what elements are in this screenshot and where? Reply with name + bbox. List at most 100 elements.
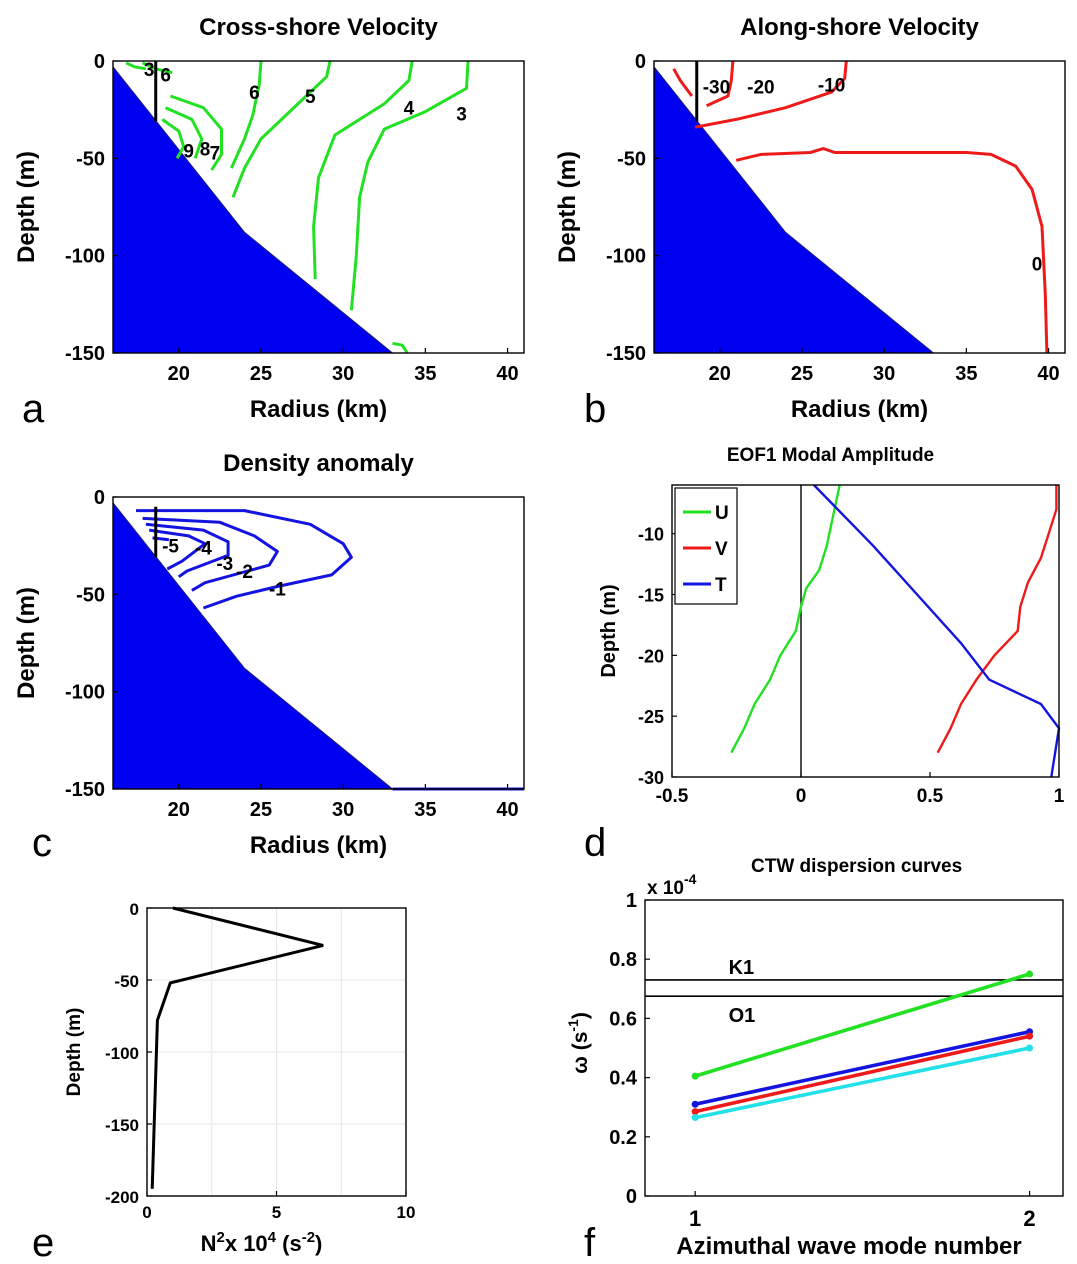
a-contour-line (164, 106, 204, 159)
a-xtick-label: 35 (414, 363, 436, 385)
c-contour-line (136, 509, 353, 610)
a-contour-label: 4 (404, 99, 415, 120)
c-xtick-label: 35 (414, 799, 436, 821)
panel-letter-c: c (32, 821, 52, 865)
d-ytick-label: -20 (638, 646, 664, 666)
d-series-U-line (730, 484, 841, 754)
a-contour-line (392, 341, 409, 354)
e-ytick-label: -150 (105, 1116, 139, 1135)
b-ytick-label: -150 (606, 343, 646, 365)
d-xtick-label: -0.5 (656, 786, 689, 807)
e-xlabel-part: 2 (217, 1229, 225, 1246)
b-contour-label: 0 (1032, 254, 1043, 275)
a-ytick-label: -150 (65, 343, 105, 365)
c-ylabel: Depth (m) (13, 587, 40, 699)
f-ylabel-part: ) (569, 1012, 592, 1019)
b-xtick-label: 20 (709, 363, 731, 385)
panel-letter-d: d (584, 821, 606, 865)
c-ytick-label: -150 (65, 779, 105, 801)
e-xlabel-part: -2 (302, 1229, 315, 1246)
b-ytick-label: -100 (606, 246, 646, 268)
f-xtick-label: 2 (1023, 1206, 1035, 1231)
e-ylabel: Depth (m) (64, 1008, 85, 1097)
a-contour-label: 9 (183, 142, 194, 163)
a-xlabel: Radius (km) (250, 396, 387, 423)
c-ytick-label: -100 (65, 682, 105, 704)
f-dispersion-point (1026, 1032, 1034, 1040)
b-xtick-label: 25 (791, 363, 813, 385)
d-axes-frame (671, 484, 1060, 778)
a-contour-line (169, 94, 223, 171)
c-xtick-label: 20 (168, 799, 190, 821)
c-contour-line (145, 522, 230, 579)
b-xtick-label: 40 (1037, 363, 1059, 385)
f-dispersion-curve (694, 1034, 1030, 1114)
f-title: CTW dispersion curves (751, 856, 962, 877)
b-xtick-label: 30 (873, 363, 895, 385)
e-xlabel-part: x 10 (225, 1231, 268, 1256)
f-dispersion-point (691, 1072, 699, 1080)
c-title: Density anomaly (223, 450, 414, 477)
d-ytick-label: -15 (638, 586, 664, 606)
f-dispersion-point (691, 1100, 699, 1108)
f-scale-part: x 10 (647, 878, 684, 899)
d-xtick-label: 0.5 (917, 786, 944, 807)
b-ylabel: Depth (m) (554, 151, 581, 263)
c-xtick-label: 25 (250, 799, 272, 821)
panel-letter-f: f (584, 1221, 596, 1264)
b-title: Along-shore Velocity (740, 14, 979, 41)
a-contour-line (231, 60, 332, 198)
b-contour-line (735, 147, 1049, 354)
b-contour-label: -20 (747, 77, 774, 98)
d-legend-label: V (715, 539, 728, 560)
a-contour-line (230, 60, 263, 169)
panel-f-ctw-dispersion-curves: K1 O1 1 2 0 0.2 0.4 0.6 0.8 1 x 10-4 CTW dispersion… (565, 856, 1064, 1260)
a-contour-line (349, 60, 470, 311)
a-contour-label: 6 (249, 83, 260, 104)
e-xlabel-part: (s (276, 1231, 302, 1256)
e-ytick-label: 0 (130, 900, 139, 919)
f-dispersion-point (1026, 1044, 1034, 1052)
b-contour-line (694, 60, 848, 129)
panel-letter-b: b (584, 387, 606, 431)
c-ytick-label: -50 (76, 584, 105, 606)
b-contour-label: -10 (818, 75, 845, 96)
f-dispersion-point (691, 1108, 699, 1116)
a-title: Cross-shore Velocity (199, 14, 438, 41)
a-contour-line (161, 118, 186, 160)
f-axes-frame (644, 899, 1064, 1197)
c-xtick-label: 30 (332, 799, 354, 821)
c-contour-label: -3 (216, 554, 233, 575)
c-contour-line (148, 528, 207, 571)
f-ytick-label: 0 (626, 1186, 637, 1208)
f-dispersion-curve (694, 1029, 1030, 1106)
a-ylabel: Depth (m) (13, 151, 40, 263)
f-scale-label: x 10-4 (647, 871, 697, 899)
a-contour-label: 8 (200, 140, 211, 161)
b-axes-frame (653, 60, 1066, 354)
a-contour-label: 6 (160, 66, 171, 87)
a-contour-label: 3 (456, 105, 467, 126)
f-ylabel: ω (s-1) (565, 1012, 592, 1074)
d-series-V-line (936, 485, 1058, 754)
panel-letter-e: e (32, 1221, 54, 1264)
d-title: EOF1 Modal Amplitude (727, 445, 934, 466)
a-contour-label: 7 (210, 143, 221, 164)
d-xtick-label: 0 (796, 786, 807, 807)
f-ytick-label: 0.6 (609, 1008, 637, 1030)
panel-e-buoyancy-frequency-profile: 0 5 10 0 -50 -100 -150 -200 Depth (m) N2x 104 (s-… (64, 900, 415, 1256)
a-contour-label: 3 (144, 60, 155, 81)
panel-letter-a: a (22, 387, 45, 431)
f-o1-label: O1 (729, 1005, 756, 1027)
d-xtick-label: 1 (1054, 786, 1065, 807)
f-ytick-label: 0.8 (609, 949, 637, 971)
f-ytick-label: 1 (626, 890, 637, 912)
panel-d-eof1-modal-amplitude: -0.5 0 0.5 1 -10 -15 -20 -25 -30 UVT EOF1 Modal Am… (598, 445, 1065, 807)
a-xtick-label: 40 (496, 363, 518, 385)
d-ytick-label: -25 (638, 707, 664, 727)
d-legend-label: U (715, 503, 729, 524)
d-ytick-label: -30 (638, 768, 664, 788)
panel-c-density-anomaly: -1 -2-3-4 -5 20 25 30 35 40 0 -50 -100 -150 Density … (13, 450, 525, 859)
c-contour-label: -4 (195, 539, 212, 560)
